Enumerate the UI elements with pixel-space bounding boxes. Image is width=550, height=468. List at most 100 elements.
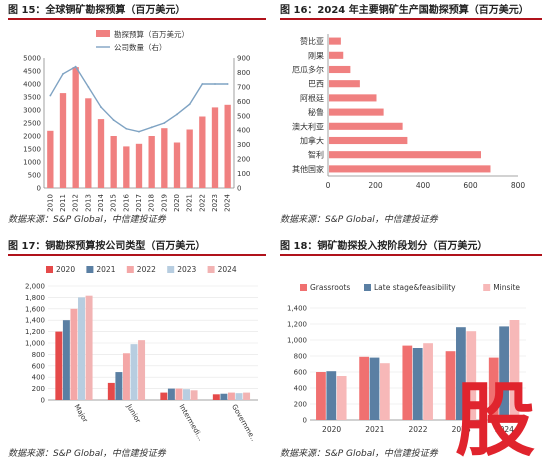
fig18-y-tick: 1,200 (287, 321, 307, 329)
fig15-source: 数据来源：S&P Global，中信建投证券 (8, 215, 166, 225)
fig17-y-tick: 200 (32, 385, 45, 393)
fig15-x-tick: 2023 (211, 194, 219, 212)
fig17-bar (138, 340, 146, 400)
fig15-y-right-tick: 400 (237, 127, 250, 135)
fig15-line-point (100, 106, 102, 109)
fig15-bar (47, 130, 54, 188)
fig16-x-tick: 400 (416, 181, 431, 190)
fig15-x-tick: 2010 (46, 194, 54, 212)
fig15-legend-bar-swatch (96, 30, 110, 37)
fig18-bar (369, 357, 380, 420)
fig15-x-tick: 2019 (160, 194, 168, 212)
fig15-y-left-tick: 4500 (23, 68, 41, 76)
fig15-x-tick: 2012 (72, 194, 80, 212)
fig16-bar (329, 65, 351, 74)
fig17-legend-swatch (86, 266, 94, 273)
fig17-legend-label: 2022 (137, 265, 156, 274)
fig18-bar (488, 357, 499, 420)
fig15-y-right-tick: 900 (237, 55, 250, 63)
fig15-bar (186, 129, 193, 188)
fig15-y-right-tick: 100 (237, 170, 250, 178)
fig18-y-tick: 200 (294, 401, 307, 409)
fig17-y-tick: 400 (32, 374, 45, 382)
fig15-line-point (62, 72, 64, 75)
fig15-y-left-tick: 1000 (23, 159, 41, 167)
fig18-legend-swatch (364, 284, 371, 291)
fig18-bar (423, 343, 433, 420)
fig15-line-point (176, 113, 178, 116)
fig15-bar (59, 93, 67, 188)
fig17-legend-label: 2024 (218, 265, 237, 274)
fig17-bar (62, 320, 70, 400)
fig15-bar (224, 104, 231, 188)
fig18-bar (379, 363, 390, 420)
fig15-line-point (163, 122, 166, 124)
fig18-bar (456, 327, 466, 420)
fig15-x-tick: 2018 (148, 194, 156, 212)
fig16-title: 图 16：2024 年主要铜矿生产国勘探预算（百万美元） (280, 2, 542, 20)
fig17-bar (85, 295, 93, 400)
fig15-line-point (201, 83, 204, 85)
fig16-y-tick: 巴西 (308, 80, 324, 89)
fig15-x-tick: 2024 (224, 193, 232, 211)
fig17-bar (175, 388, 183, 400)
fig15-y-left-tick: 0 (37, 185, 41, 193)
fig17-source: 数据来源：S&P Global，中信建投证券 (8, 449, 166, 459)
fig17-bar (107, 382, 115, 400)
fig15-panel: 图 15：全球铜矿勘探预算（百万美元） 勘探预算（百万美元） 公司数量（右） 0 50… (8, 2, 270, 232)
fig18-bar (499, 326, 509, 420)
fig17-bar (235, 393, 243, 400)
fig16-bar (329, 80, 360, 88)
fig17-y-tick: 800 (32, 351, 45, 359)
fig15-bar (97, 119, 105, 188)
fig16-source: 数据来源：S&P Global，中信建投证券 (280, 215, 438, 225)
fig17-bar (243, 392, 251, 400)
fig16-bar (329, 108, 384, 116)
fig16-bar (329, 122, 403, 130)
fig15-legend-bar-label: 勘探预算（百万美元） (114, 29, 189, 39)
fig18-y-tick: 600 (294, 369, 307, 377)
fig15-y-left-tick: 2500 (23, 120, 41, 128)
fig15-bar (135, 143, 143, 188)
fig15-y-left-tick: 1500 (23, 146, 41, 154)
fig18-source: 数据来源：S&P Global，中信建投证券 (280, 449, 438, 459)
fig18-chart: Grassroots Late stage&feasibility Minsite 0… (287, 283, 526, 434)
fig15-line-point (214, 83, 216, 85)
fig15-bar (85, 98, 92, 188)
fig17-legend-label: 2020 (56, 265, 75, 274)
fig15-x-tick: 2016 (122, 193, 130, 211)
fig16-y-tick: 智利 (308, 150, 324, 160)
fig17-x-tick: Governme… (230, 403, 259, 442)
fig18-bar (316, 372, 326, 420)
fig18-x-tick: 2023 (452, 425, 471, 434)
fig16-bar (329, 136, 408, 145)
fig17-legend-swatch (167, 266, 175, 273)
fig16-bar (329, 151, 481, 159)
fig18-bar (359, 356, 370, 420)
fig15-y-right-tick: 700 (237, 83, 250, 91)
fig15-y-right-tick: 300 (237, 141, 250, 149)
fig15-line-point (188, 103, 191, 106)
fig15-x-tick: 2015 (110, 194, 118, 212)
fig16-y-tick: 秘鲁 (308, 107, 324, 117)
fig18-bar (336, 376, 347, 420)
fig15-y-right-tick: 0 (237, 185, 241, 193)
fig18-y-tick: 0 (303, 417, 307, 425)
fig15-bar (161, 128, 168, 188)
fig18-bar (509, 320, 520, 420)
fig17-legend-swatch (46, 266, 53, 273)
fig16-x-tick: 800 (511, 181, 526, 190)
fig17-x-tick: Major (73, 403, 90, 424)
fig15-line-point (87, 85, 90, 88)
fig18-legend-label: Minsite (493, 283, 520, 292)
fig15-line-point (74, 65, 77, 68)
fig16-bar (329, 165, 491, 173)
fig15-legend-line-label: 公司数量（右） (114, 42, 167, 52)
fig18-x-tick: 2022 (408, 425, 427, 434)
fig16-y-tick: 厄瓜多尔 (292, 65, 324, 75)
fig15-title: 图 15：全球铜矿勘探预算（百万美元） (8, 2, 266, 20)
fig15-y-left-tick: 4000 (23, 81, 41, 89)
fig18-legend-label: Late stage&feasibility (374, 283, 456, 292)
fig15-x-tick: 2021 (186, 194, 194, 212)
fig15-bar (148, 136, 155, 188)
